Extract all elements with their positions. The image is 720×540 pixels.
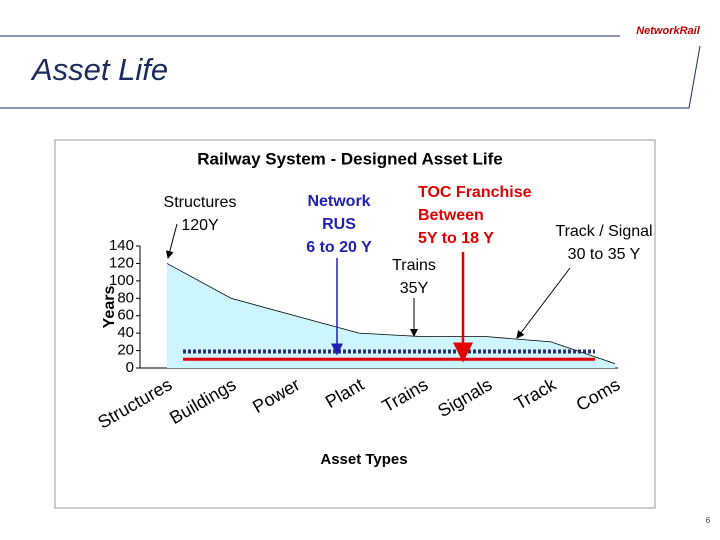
y-tick-label: 140 [109, 237, 134, 254]
y-tick-label: 20 [117, 342, 134, 359]
annotation: Structures [164, 194, 237, 211]
annotation: 120Y [181, 217, 219, 234]
y-tick-label: 60 [117, 307, 134, 324]
area-line [166, 263, 616, 365]
y-tick-label: 80 [117, 289, 134, 306]
y-tick-label: 120 [109, 254, 134, 271]
annotation: Between [418, 207, 484, 224]
page-number: 6 [706, 516, 711, 525]
y-axis-label: Years [101, 286, 118, 329]
slide-title: Asset Life [30, 52, 168, 87]
x-axis-label: Asset Types [320, 451, 407, 468]
area [167, 263, 615, 368]
y-tick-label: 40 [117, 324, 134, 341]
y-tick-label: 0 [126, 359, 134, 376]
arrow [165, 223, 178, 259]
chart-frame [54, 139, 656, 509]
annotation: 6 to 20 Y [306, 239, 372, 256]
title-frame [0, 35, 701, 109]
annotation: TOC Franchise [418, 184, 532, 201]
annotation: Network [307, 193, 370, 210]
annotation: Trains [392, 257, 436, 274]
annotation: RUS [322, 216, 356, 233]
logo: NetworkRail [636, 25, 701, 37]
annotation: 35Y [400, 280, 429, 297]
chart-title: Railway System - Designed Asset Life [197, 149, 502, 168]
annotation: Track / Signal [555, 223, 652, 240]
annotation: 30 to 35 Y [568, 246, 641, 263]
y-tick-label: 100 [109, 272, 134, 289]
arrow [516, 267, 571, 339]
annotation: 5Y to 18 Y [418, 230, 494, 247]
